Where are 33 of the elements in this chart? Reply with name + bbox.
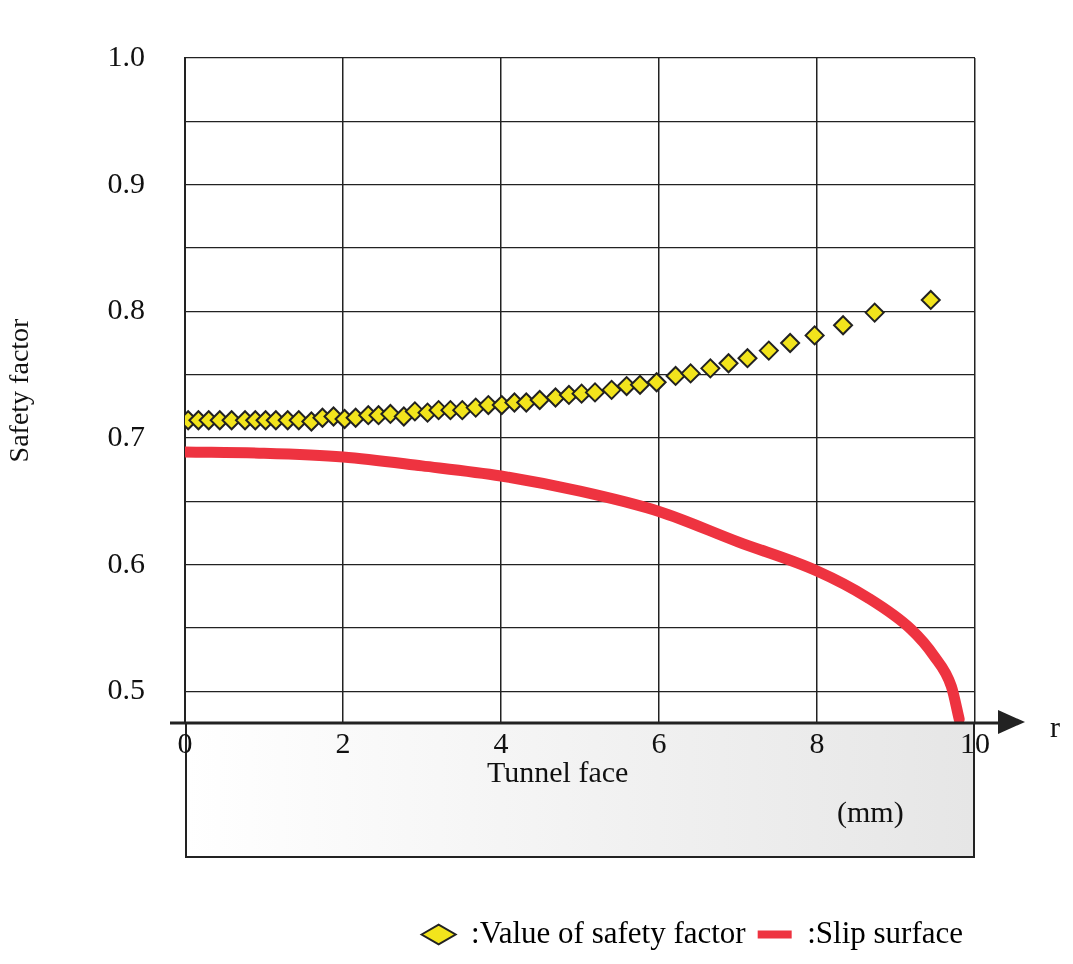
point	[718, 353, 739, 374]
y-tick-label: 0.5	[107, 672, 145, 706]
y-tick-label: 1.0	[107, 38, 145, 72]
point	[630, 374, 651, 395]
x-tick-label: 2	[335, 725, 351, 759]
x-axis-title: r	[1050, 709, 1060, 743]
x-tick-label: 6	[651, 725, 667, 759]
point	[758, 340, 779, 361]
y-axis-title: Safety factor	[3, 317, 35, 463]
point	[529, 390, 550, 410]
point	[737, 348, 758, 369]
point	[545, 387, 566, 408]
point	[864, 302, 885, 323]
point	[780, 333, 801, 353]
y-tick-label: 0.6	[107, 545, 145, 579]
point	[571, 383, 592, 404]
point	[700, 358, 721, 379]
point	[680, 363, 701, 384]
point	[516, 392, 537, 413]
legend-label: :Slip surface	[807, 914, 964, 950]
point	[804, 325, 825, 346]
legend-label: :Value of safety factor	[471, 914, 747, 950]
point	[833, 315, 854, 336]
point	[920, 289, 941, 310]
y-tick-label: 0.7	[107, 418, 145, 452]
point	[585, 382, 606, 403]
y-tick-label: 0.8	[107, 292, 145, 326]
x-tick-label: 8	[809, 725, 825, 759]
point	[646, 372, 667, 393]
y-tick-label: 0.9	[107, 165, 145, 199]
point	[665, 365, 686, 386]
text: (mm)	[837, 795, 904, 829]
point	[601, 379, 622, 400]
